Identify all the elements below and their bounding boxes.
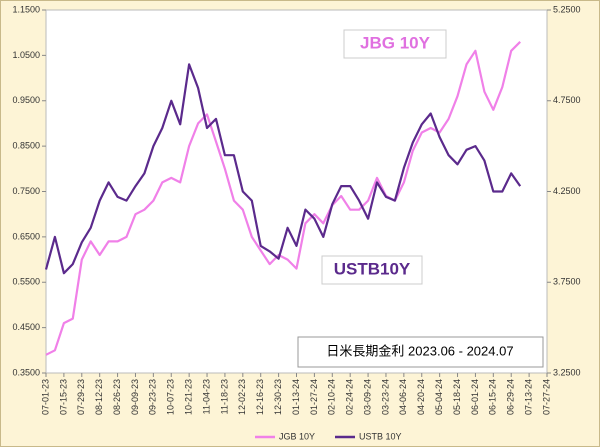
x-tick-label: 12-30-23 [273,379,283,415]
x-tick-label: 10-07-23 [166,379,176,415]
x-tick-label: 07-27-24 [541,379,551,415]
y-tick-label: 0.6500 [12,231,40,241]
annotation: USTB10Y [334,259,411,278]
x-tick-label: 07-15-23 [58,379,68,415]
x-tick-label: 12-16-23 [255,379,265,415]
x-tick-label: 03-09-24 [362,379,372,415]
x-tick-label: 07-13-24 [523,379,533,415]
x-tick-label: 07-01-23 [40,379,50,415]
x-tick-label: 10-21-23 [184,379,194,415]
annotation-box [321,255,423,285]
x-tick-label: 05-04-24 [434,379,444,415]
y2-tick-label: 4.7500 [553,95,581,105]
x-tick-label: 09-09-23 [130,379,140,415]
y-tick-label: 1.0500 [12,50,40,60]
y-tick-label: 0.3500 [12,367,40,377]
x-tick-label: 09-23-23 [148,379,158,415]
y-tick-label: 0.9500 [12,95,40,105]
x-tick-label: 06-29-24 [506,379,516,415]
y-tick-label: 0.5500 [12,277,40,287]
x-tick-label: 12-02-23 [237,379,247,415]
legend-label: JGB 10Y [279,431,315,441]
y2-tick-label: 4.2500 [553,186,581,196]
legend-label: USTB 10Y [359,431,402,441]
x-tick-label: 05-18-24 [452,379,462,415]
x-tick-label: 08-26-23 [112,379,122,415]
x-tick-label: 06-15-24 [488,379,498,415]
x-tick-label: 04-20-24 [416,379,426,415]
x-tick-label: 07-29-23 [76,379,86,415]
x-tick-label: 06-01-24 [470,379,480,415]
annotation-box [343,29,447,59]
x-tick-label: 02-10-24 [327,379,337,415]
x-tick-label: 11-04-23 [201,379,211,414]
annotation-box [297,336,544,368]
annotation: 日米長期金利 2023.06 - 2024.07 [326,343,513,358]
y2-tick-label: 5.2500 [553,4,581,14]
y-tick-label: 0.7500 [12,186,40,196]
y-tick-label: 0.4500 [12,322,40,332]
x-tick-label: 08-12-23 [94,379,104,415]
y2-tick-label: 3.2500 [553,367,581,377]
y-tick-label: 0.8500 [12,141,40,151]
x-tick-label: 01-27-24 [309,379,319,415]
y2-tick-label: 3.7500 [553,277,581,287]
plot-area [45,9,548,374]
series-line [44,63,522,275]
x-tick-label: 11-18-23 [219,379,229,414]
annotation: JBG 10Y [360,33,431,52]
x-tick-label: 03-23-24 [380,379,390,415]
x-tick-label: 02-24-24 [345,379,355,415]
x-tick-label: 01-13-24 [291,379,301,415]
x-tick-label: 04-06-24 [398,379,408,415]
series-line [45,41,521,356]
y-tick-label: 1.1500 [12,4,40,14]
